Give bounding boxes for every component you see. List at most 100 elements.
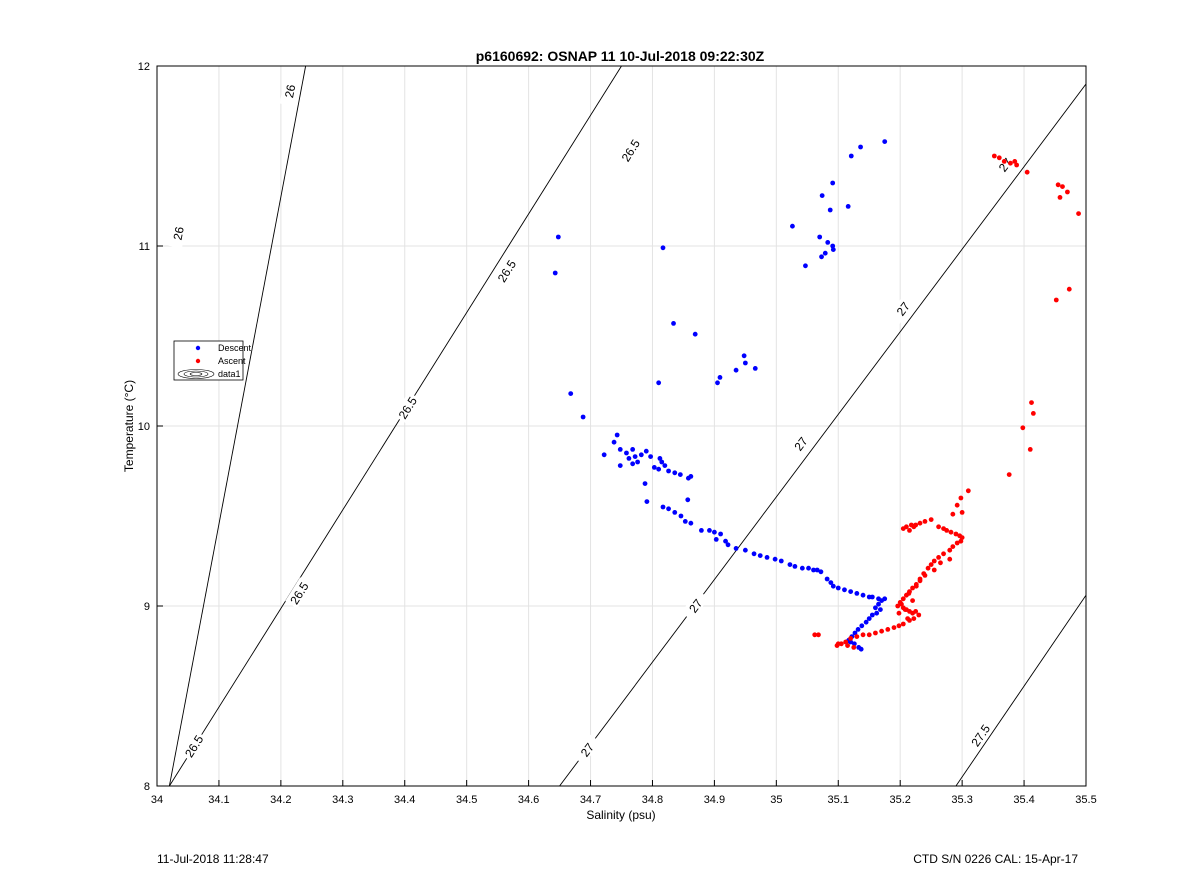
x-axis: 34 34.1 34.2 34.3 34.4 34.5 34.6 34.7 34.8 34.9 35…	[151, 780, 1097, 806]
descent-point	[835, 585, 841, 591]
descent-point	[859, 623, 865, 629]
contour-label: 27	[572, 733, 601, 765]
descent-point	[852, 630, 858, 636]
ascent-point	[835, 641, 841, 647]
descent-point	[659, 459, 665, 465]
descent-point	[614, 432, 620, 438]
descent-point	[723, 538, 728, 544]
ascent-point	[911, 616, 917, 621]
ascent-point	[895, 603, 901, 609]
ascent-point	[938, 560, 943, 566]
descent-point	[792, 564, 798, 569]
footer-timestamp: 11-Jul-2018 11:28:47	[157, 852, 269, 866]
ascent-point	[1020, 425, 1026, 431]
contour-label: 27	[888, 292, 917, 324]
descent-point	[814, 567, 820, 573]
x-tick-label: 35	[770, 794, 782, 806]
contour-label: 26	[279, 75, 299, 107]
descent-point	[830, 583, 836, 589]
ascent-point	[885, 627, 891, 632]
descent-point	[712, 529, 717, 535]
contour-label-bg	[492, 255, 520, 287]
contour-label-bg	[990, 148, 1019, 180]
ascent-point	[843, 639, 849, 645]
ascent-point	[958, 495, 964, 501]
descent-point	[660, 504, 666, 510]
ascent-point	[936, 524, 941, 530]
descent-point	[817, 234, 823, 240]
ascent-point	[948, 529, 954, 535]
x-tick-label: 34.5	[456, 794, 477, 806]
ascent-point	[922, 573, 928, 578]
ascent-point	[1053, 297, 1059, 303]
descent-point	[764, 555, 770, 560]
descent-point	[692, 331, 698, 337]
ascent-point	[950, 511, 956, 517]
descent-point	[580, 414, 586, 420]
descent-point	[819, 254, 824, 260]
descent-point	[657, 456, 663, 461]
series-descent	[552, 139, 888, 652]
descent-point	[632, 454, 638, 459]
ascent-point	[1065, 189, 1070, 195]
ascent-point	[891, 625, 897, 630]
ascent-point	[896, 623, 902, 629]
contour-label-bg	[786, 427, 815, 459]
contour-label-bg	[888, 292, 917, 324]
descent-point	[624, 450, 629, 456]
ascent-point	[816, 632, 821, 638]
descent-point	[656, 466, 662, 472]
ascent-point	[1001, 159, 1007, 164]
ascent-point	[947, 556, 953, 562]
descent-point	[638, 452, 644, 458]
descent-point	[876, 601, 881, 607]
descent-point	[757, 553, 763, 558]
contour-label: 26.5	[492, 255, 520, 287]
y-tick-label: 8	[144, 781, 150, 793]
descent-point	[660, 245, 666, 251]
descent-point	[626, 456, 632, 461]
descent-point	[666, 506, 671, 512]
descent-point	[877, 607, 883, 612]
ascent-point	[1066, 286, 1072, 292]
descent-point	[555, 234, 561, 240]
descent-point	[806, 565, 811, 571]
ascent-point	[1055, 182, 1061, 188]
ascent-point	[954, 502, 960, 508]
ascent-point	[879, 628, 885, 634]
x-tick-label: 34.4	[394, 794, 415, 806]
descent-point	[733, 367, 739, 373]
descent-point	[717, 375, 723, 380]
ascent-point	[917, 520, 923, 526]
descent-point	[611, 439, 617, 445]
descent-point	[790, 223, 795, 229]
x-tick-label: 34.7	[580, 794, 601, 806]
contour-label-bg	[393, 391, 421, 424]
legend-ascent-label: Ascent	[218, 356, 246, 366]
ascent-point	[900, 621, 906, 627]
y-tick-label: 10	[138, 421, 150, 433]
contour-line	[955, 594, 1087, 787]
descent-point	[848, 639, 854, 645]
descent-point	[869, 594, 875, 600]
ascent-point	[941, 551, 946, 557]
ascent-point	[931, 558, 937, 564]
ascent-point	[873, 630, 878, 636]
ascent-point	[854, 634, 860, 639]
descent-point	[772, 556, 778, 562]
contour-line	[168, 65, 307, 787]
ascent-point	[860, 632, 866, 638]
descent-point	[671, 321, 676, 326]
descent-point	[742, 360, 748, 366]
y-tick-label: 12	[138, 61, 150, 73]
ascent-point	[936, 555, 941, 560]
descent-point	[685, 497, 691, 503]
footer-instrument: CTD S/N 0226 CAL: 15-Apr-17	[913, 852, 1078, 866]
descent-point	[742, 547, 748, 553]
y-axis-label: Temperature (°C)	[122, 380, 136, 472]
ascent-point	[913, 609, 919, 614]
descent-point	[803, 263, 808, 269]
descent-point	[666, 468, 671, 474]
y-axis: 8 9 10 11 12	[138, 61, 163, 793]
